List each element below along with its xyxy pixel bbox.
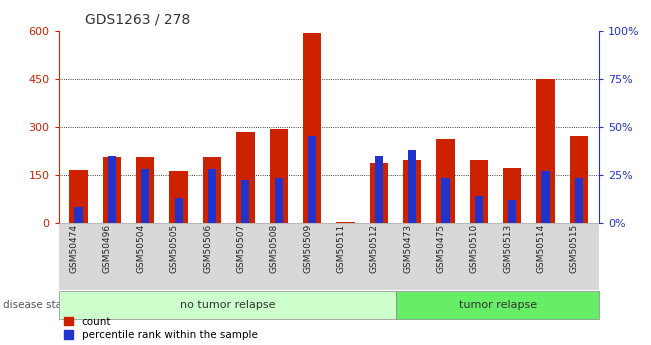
Legend: count, percentile rank within the sample: count, percentile rank within the sample [64,317,257,340]
Bar [370,164,388,223]
Bar [74,207,83,223]
Bar [270,129,288,223]
Text: GDS1263 / 278: GDS1263 / 278 [85,12,190,26]
Bar [441,178,450,223]
Text: disease state  ▶: disease state ▶ [3,300,87,310]
Bar [308,136,316,223]
Bar [174,198,183,223]
Bar [236,131,255,223]
Bar [542,171,549,223]
Bar [242,180,249,223]
Text: no tumor relapse: no tumor relapse [180,300,275,310]
Bar [503,168,521,223]
Bar [70,170,88,223]
Bar [475,196,483,223]
Bar [208,169,216,223]
Bar [375,156,383,223]
Bar [203,157,221,223]
Bar [436,139,454,223]
Bar [275,178,283,223]
Bar [570,136,588,223]
Bar [337,221,355,223]
Bar [108,156,116,223]
Bar [575,178,583,223]
Bar [141,169,150,223]
Bar [536,79,555,223]
Bar [403,160,421,223]
Bar [508,199,516,223]
Bar [469,160,488,223]
Bar [136,157,154,223]
Bar [408,150,416,223]
Text: tumor relapse: tumor relapse [458,300,536,310]
Bar [303,33,321,223]
Bar [169,171,188,223]
Bar [103,157,121,223]
